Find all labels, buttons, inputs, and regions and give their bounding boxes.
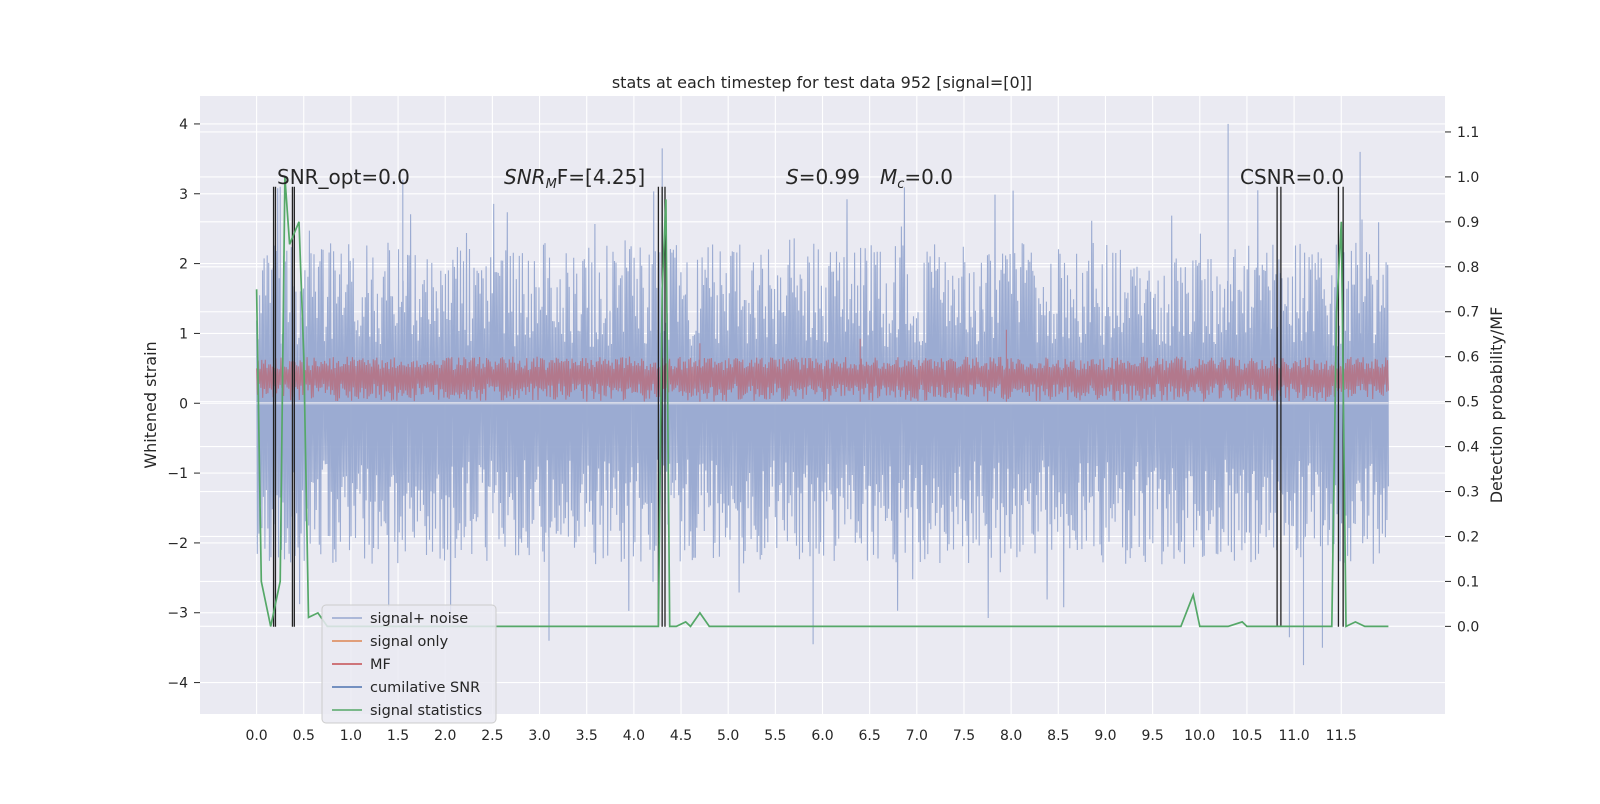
- legend-label-signal-only: signal only: [370, 634, 449, 650]
- y2-tick-label: 0.1: [1457, 574, 1479, 590]
- y2-tick-label: 0.6: [1457, 350, 1479, 366]
- chart-title: stats at each timestep for test data 952…: [612, 73, 1032, 92]
- x-tick-label: 8.5: [1047, 728, 1069, 744]
- annotation-mc-value: =0.0: [904, 165, 953, 189]
- y2-tick-label: 0.7: [1457, 305, 1479, 321]
- annotation-s: S=0.99: [786, 165, 860, 189]
- y-tick-label: −1: [167, 466, 188, 482]
- y2-tick-label: 1.1: [1457, 125, 1479, 141]
- x-tick-label: 11.5: [1326, 728, 1357, 744]
- axis-layer: 0.0 0.5 1.0 1.5 2.0 2.5 3.0 3.5 4.0 4.5 5.0 5.5 6.0 6…: [167, 117, 1479, 744]
- y2-tick-label: 0.8: [1457, 260, 1479, 276]
- y2-tick-label: 0.2: [1457, 529, 1479, 545]
- annotation-mc-main: M: [880, 165, 897, 189]
- y-tick-label: 0: [179, 396, 188, 412]
- x-tick-label: 9.0: [1094, 728, 1116, 744]
- x-tick-label: 2.0: [434, 728, 456, 744]
- y2-tick-label: 1.0: [1457, 170, 1479, 186]
- y2-tick-label: 0.9: [1457, 215, 1479, 231]
- annotation-snr-mf: SNRMF=[4.25]: [504, 165, 645, 192]
- legend-label-signal-noise: signal+ noise: [370, 611, 468, 627]
- x-tick-label: 4.5: [670, 728, 692, 744]
- x-tick-label: 10.5: [1231, 728, 1262, 744]
- x-tick-label: 3.0: [528, 728, 550, 744]
- legend-label-cumulative-snr: cumilative SNR: [370, 680, 480, 696]
- x-tick-label: 3.5: [576, 728, 598, 744]
- y-tick-label: −2: [167, 536, 188, 552]
- y-tick-label: 1: [179, 326, 188, 342]
- y-tick-label: 2: [179, 257, 188, 273]
- y-tick-label: −4: [167, 676, 188, 692]
- legend-box: [321, 604, 497, 724]
- x-tick-label: 8.0: [1000, 728, 1022, 744]
- series-mf-line: [256, 329, 1389, 402]
- x-tick-label: 10.0: [1184, 728, 1215, 744]
- y2-tick-label: 0.4: [1457, 440, 1479, 456]
- legend-label-mf: MF: [370, 657, 391, 673]
- annotation-s-symbol: S: [786, 165, 799, 189]
- x-tick-label: 0.5: [293, 728, 315, 744]
- y2-tick-label: 0.0: [1457, 619, 1479, 635]
- series-signal-statistics-line: [255, 176, 1389, 628]
- x-tick-label: 9.5: [1141, 728, 1163, 744]
- y-tick-label: −3: [167, 606, 188, 622]
- x-tick-label: 1.5: [387, 728, 409, 744]
- y-tick-label: 4: [179, 117, 188, 133]
- annotation-mc-sub: c: [897, 177, 904, 192]
- annotation-snr-opt: SNR_opt=0.0: [277, 165, 410, 189]
- x-tick-label: 2.5: [481, 728, 503, 744]
- x-tick-label: 6.0: [811, 728, 833, 744]
- y2-tick-label: 0.5: [1457, 395, 1479, 411]
- annotation-snr-mf-main: SNR: [504, 165, 546, 189]
- x-tick-label: 1.0: [340, 728, 362, 744]
- y-tick-label: 3: [179, 187, 188, 203]
- legend-label-signal-statistics: signal statistics: [370, 703, 482, 719]
- annotation-snr-mf-sub: M: [546, 177, 557, 192]
- annotation-s-value: =0.99: [799, 165, 860, 189]
- data-layer: [255, 123, 1389, 666]
- x-tick-label: 7.5: [953, 728, 975, 744]
- y2-axis-label: Detection probability/MF: [1487, 307, 1506, 504]
- x-tick-label: 0.0: [245, 728, 267, 744]
- y-axis-label: Whitened strain: [141, 341, 160, 468]
- x-tick-label: 5.5: [764, 728, 786, 744]
- legend: signal+ noise signal only MF cumilative …: [321, 604, 497, 724]
- x-tick-label: 6.5: [859, 728, 881, 744]
- annotation-snr-mf-rest: F=[4.25]: [557, 165, 645, 189]
- annotation-mc: Mc=0.0: [880, 165, 953, 192]
- x-tick-label: 5.0: [717, 728, 739, 744]
- x-tick-label: 7.0: [906, 728, 928, 744]
- x-tick-label: 4.0: [623, 728, 645, 744]
- annotation-csnr: CSNR=0.0: [1240, 165, 1344, 189]
- y2-tick-label: 0.3: [1457, 485, 1479, 501]
- x-tick-label: 11.0: [1279, 728, 1310, 744]
